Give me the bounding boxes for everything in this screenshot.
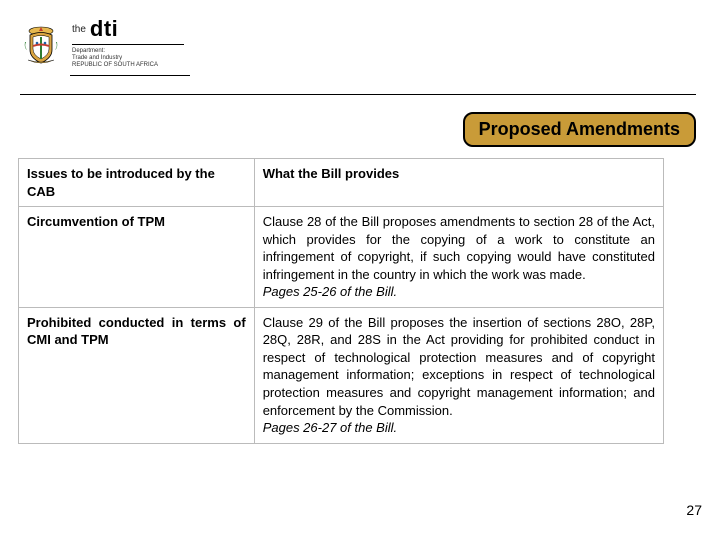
table-header-bill: What the Bill provides — [254, 159, 663, 207]
table-row: Prohibited conducted in terms of CMI and… — [19, 307, 664, 443]
issue-cell: Prohibited conducted in terms of CMI and… — [19, 307, 255, 443]
coat-of-arms-icon — [20, 24, 62, 66]
slide-root: the dti Department: Trade and Industry R… — [0, 0, 720, 540]
slide-title-pill: Proposed Amendments — [463, 112, 696, 147]
brand-main: dti — [90, 16, 118, 42]
page-number: 27 — [686, 502, 702, 518]
dept-line-1: Department: — [72, 48, 184, 55]
brand-block: the dti Department: Trade and Industry R… — [70, 14, 190, 76]
pages-ref: Pages 25-26 of the Bill. — [263, 284, 397, 299]
table-header-issues: Issues to be introduced by the CAB — [19, 159, 255, 207]
brand-the: the — [72, 24, 86, 35]
issue-cell: Circumvention of TPM — [19, 207, 255, 308]
body-cell: Clause 29 of the Bill proposes the inser… — [254, 307, 663, 443]
table-row: Circumvention of TPM Clause 28 of the Bi… — [19, 207, 664, 308]
horizontal-rule — [20, 94, 696, 95]
dept-line-2: Trade and Industry — [72, 55, 184, 62]
brand-divider — [72, 44, 184, 45]
amendments-table: Issues to be introduced by the CAB What … — [18, 158, 664, 444]
header: the dti Department: Trade and Industry R… — [20, 14, 190, 76]
pages-ref: Pages 26-27 of the Bill. — [263, 420, 397, 435]
slide-title: Proposed Amendments — [479, 119, 680, 139]
brand-top-row: the dti — [72, 16, 184, 42]
body-text: Clause 29 of the Bill proposes the inser… — [263, 315, 655, 418]
dept-line-3: REPUBLIC OF SOUTH AFRICA — [72, 62, 184, 69]
body-text: Clause 28 of the Bill proposes amendment… — [263, 214, 655, 282]
body-cell: Clause 28 of the Bill proposes amendment… — [254, 207, 663, 308]
table-header-row: Issues to be introduced by the CAB What … — [19, 159, 664, 207]
